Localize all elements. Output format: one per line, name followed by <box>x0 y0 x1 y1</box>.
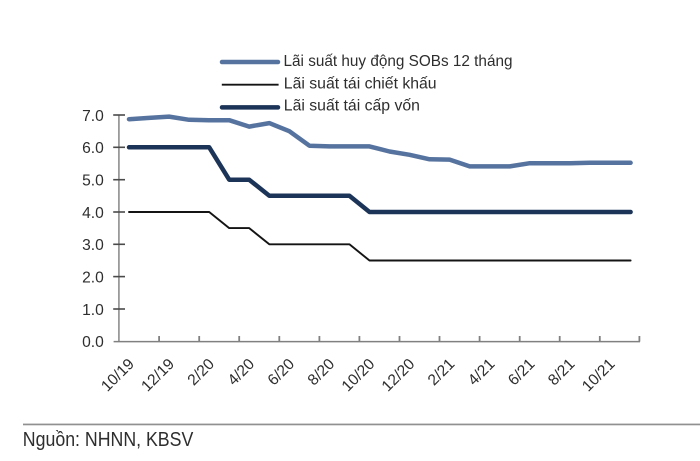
svg-text:Lãi suất huy động SOBs 12 thán: Lãi suất huy động SOBs 12 tháng <box>284 53 513 70</box>
svg-text:3.0: 3.0 <box>82 237 104 254</box>
svg-text:5.0: 5.0 <box>82 173 104 190</box>
svg-text:0.0: 0.0 <box>82 334 104 351</box>
svg-text:1.0: 1.0 <box>82 302 104 319</box>
svg-text:7.0: 7.0 <box>82 108 104 125</box>
svg-text:2.0: 2.0 <box>82 270 104 287</box>
svg-text:4.0: 4.0 <box>82 205 104 222</box>
svg-text:Lãi suất tái chiết khấu: Lãi suất tái chiết khấu <box>284 75 437 92</box>
svg-text:Nguồn: NHNN, KBSV: Nguồn: NHNN, KBSV <box>23 428 194 451</box>
svg-text:Lãi suất tái cấp vốn: Lãi suất tái cấp vốn <box>284 98 420 115</box>
svg-text:6.0: 6.0 <box>82 140 104 157</box>
